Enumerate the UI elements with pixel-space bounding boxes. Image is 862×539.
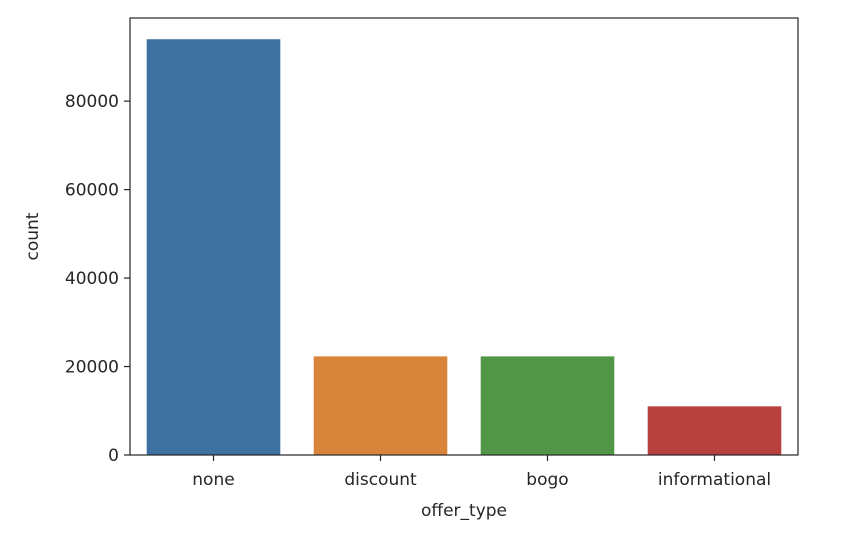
y-tick-label: 80000: [65, 92, 119, 112]
x-tick-label: discount: [344, 470, 417, 490]
x-axis-ticks: none discount bogo informational: [192, 455, 771, 490]
x-axis-label: offer_type: [421, 501, 507, 521]
bar-informational: [647, 406, 782, 455]
y-axis-label: count: [23, 212, 43, 260]
bar-discount: [313, 356, 448, 455]
bar-bogo: [480, 356, 615, 455]
y-tick-label: 0: [108, 446, 119, 466]
x-tick-label: bogo: [526, 470, 568, 490]
plot-frame: [129, 17, 799, 456]
y-axis-ticks: 0 20000 40000 60000 80000: [65, 92, 130, 466]
bars-group: [146, 39, 782, 455]
y-tick-label: 60000: [65, 181, 119, 201]
y-tick-label: 40000: [65, 269, 119, 289]
bar-none: [146, 39, 281, 455]
x-tick-label: none: [192, 470, 234, 490]
x-tick-label: informational: [658, 470, 771, 490]
y-tick-label: 20000: [65, 358, 119, 378]
